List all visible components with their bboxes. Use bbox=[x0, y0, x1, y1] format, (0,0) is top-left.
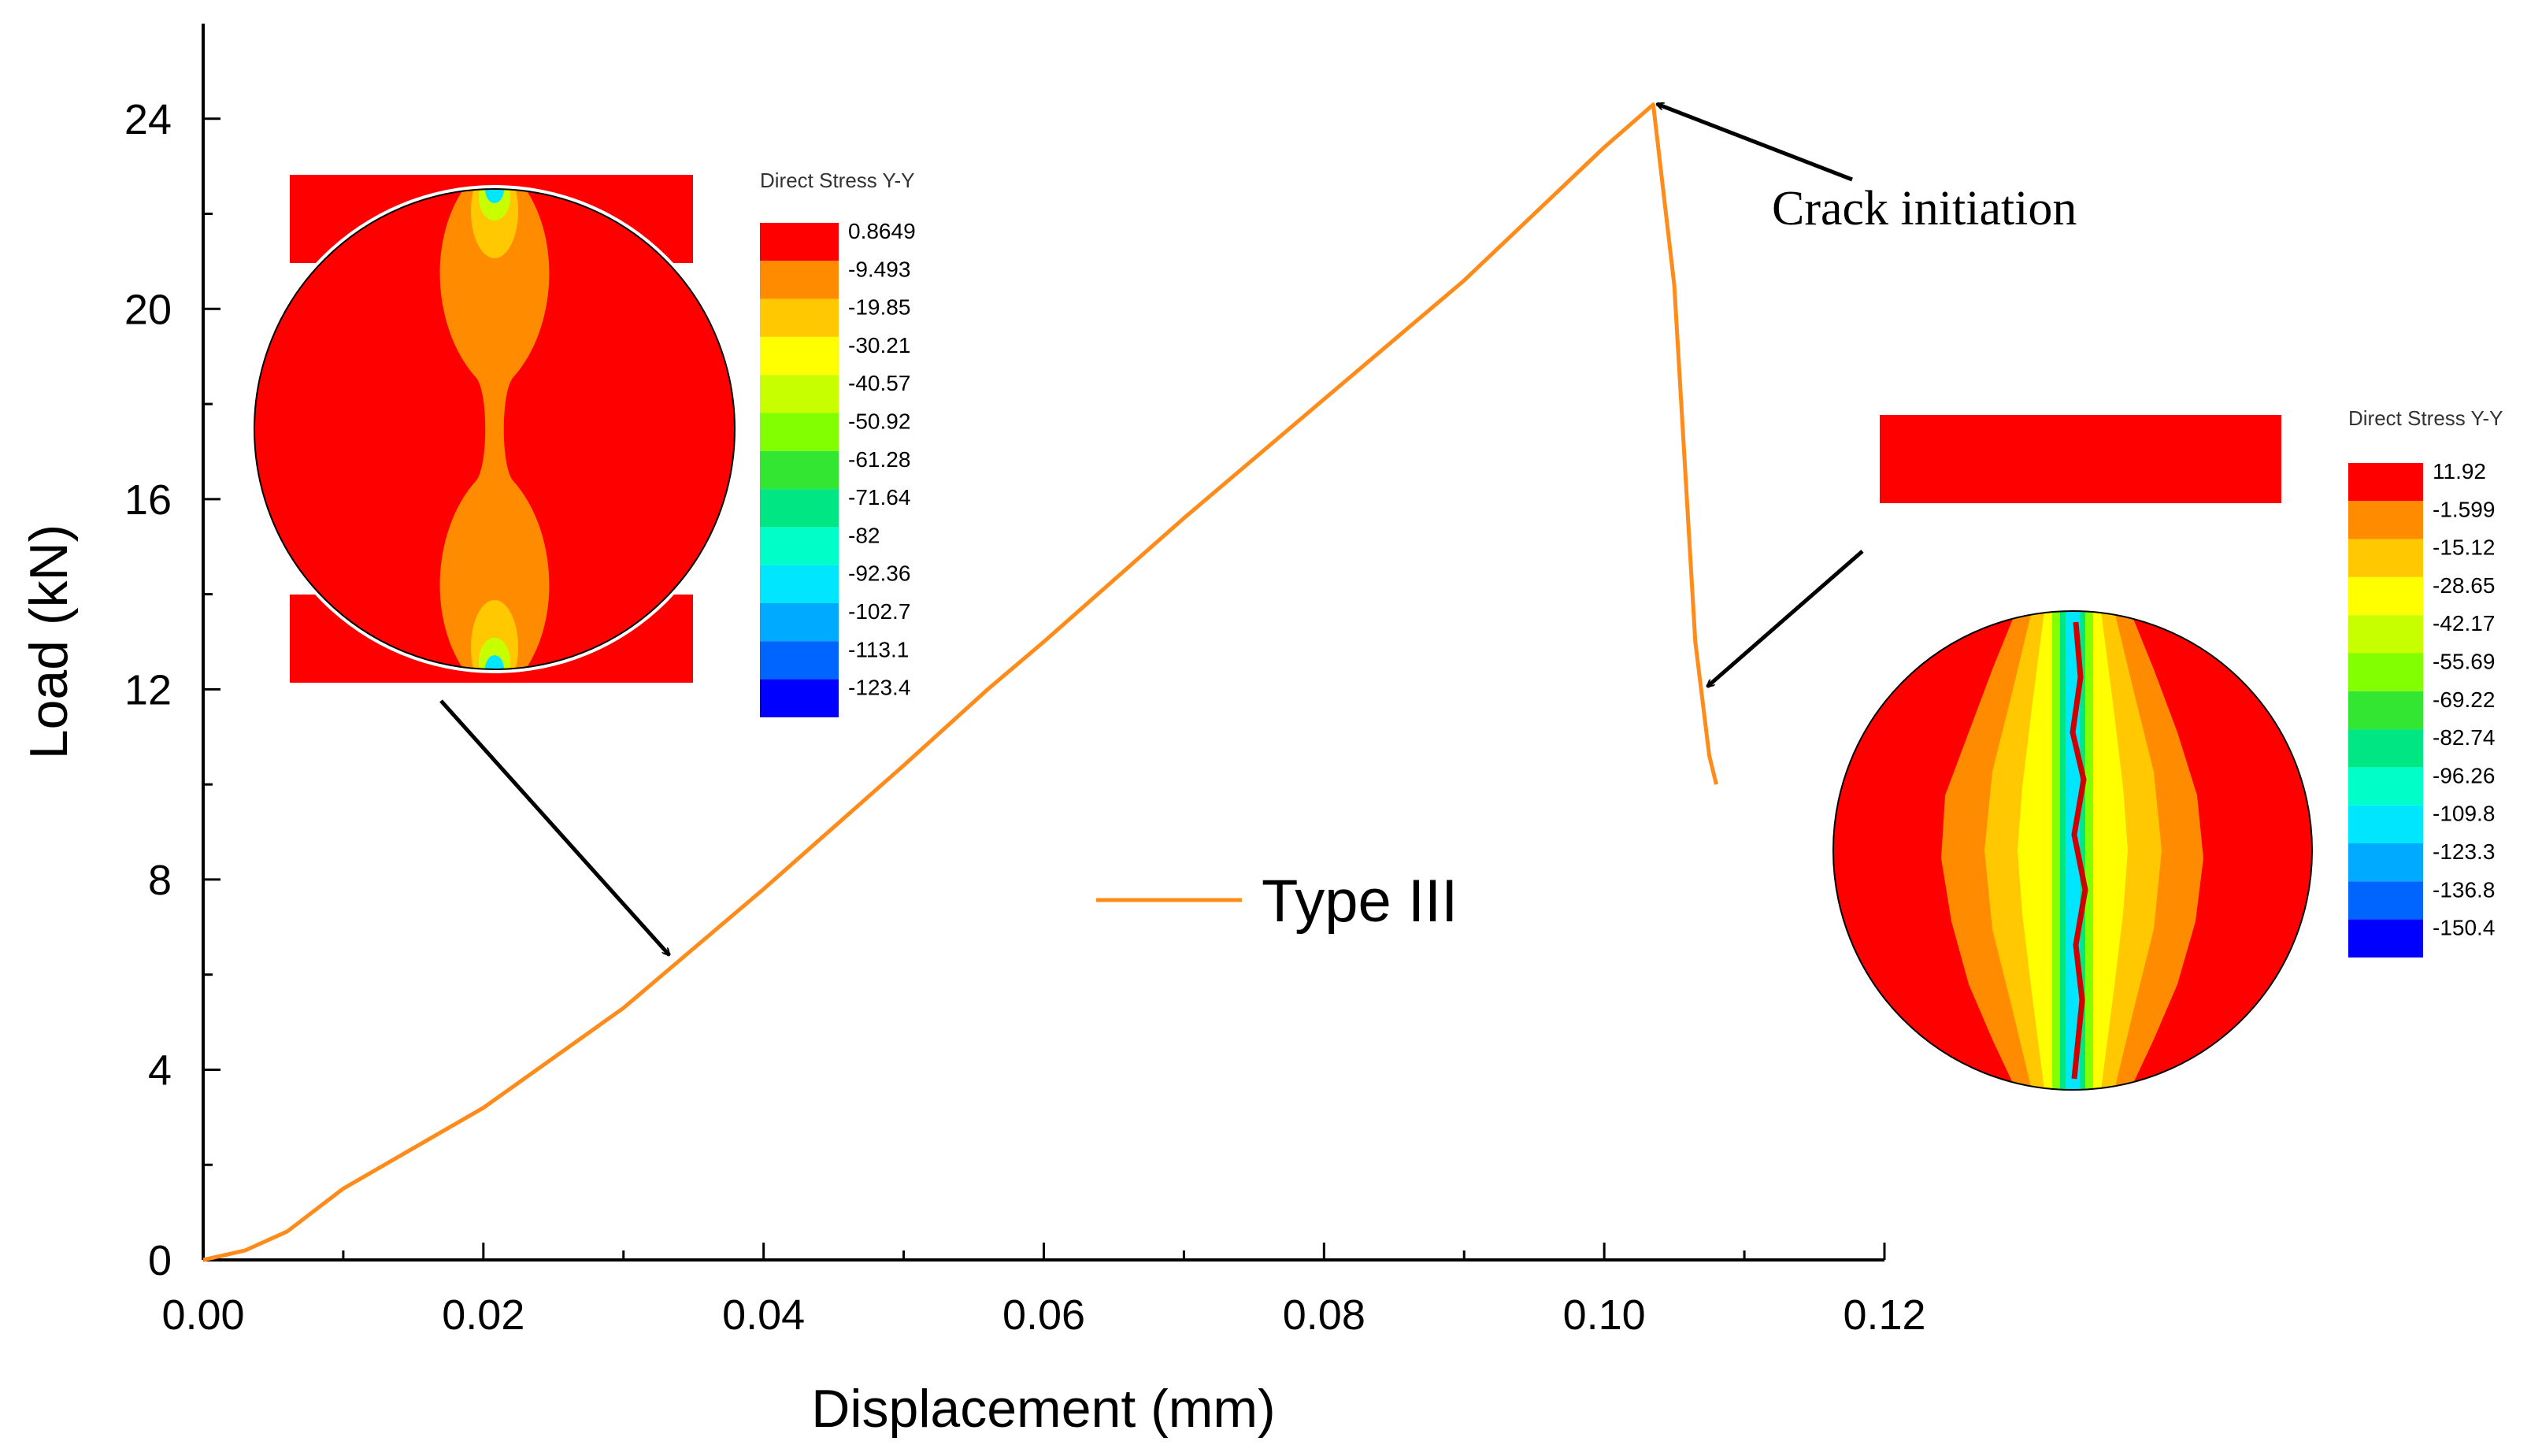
colorbar-swatch bbox=[760, 261, 839, 299]
x-axis-title: Displacement (mm) bbox=[811, 1379, 1275, 1439]
y-tick-label: 24 bbox=[124, 96, 172, 143]
colorbar-label: -71.64 bbox=[848, 485, 910, 509]
colorbar-label: -123.3 bbox=[2433, 839, 2495, 864]
colorbar-label: -136.8 bbox=[2433, 877, 2495, 902]
colorbar-swatch bbox=[2348, 767, 2423, 806]
colorbar-swatch bbox=[760, 223, 839, 261]
y-tick-label: 0 bbox=[148, 1237, 172, 1284]
inset-left-outline bbox=[254, 188, 736, 670]
colorbar-label: -69.22 bbox=[2433, 687, 2495, 712]
colorbar-swatch bbox=[2348, 501, 2423, 539]
colorbar-swatch bbox=[760, 413, 839, 451]
colorbar-label: -1.599 bbox=[2433, 497, 2495, 521]
colorbar-swatch bbox=[760, 641, 839, 680]
colorbar-label: -113.1 bbox=[848, 637, 909, 661]
colorbar-swatch bbox=[2348, 653, 2423, 691]
inset-left-top-cyan bbox=[485, 189, 504, 203]
colorbar-label: -50.92 bbox=[848, 409, 910, 434]
stress-contour-inset-right: Direct Stress Y-Y 11.92 -1.599 -15.12 -28.6… bbox=[1829, 406, 2503, 1094]
colorbar-label: -123.4 bbox=[848, 676, 910, 700]
x-tick-label: 0.04 bbox=[722, 1291, 805, 1339]
inset-right-loading-plate-top bbox=[1880, 415, 2281, 503]
y-axis-title: Load (kN) bbox=[19, 524, 79, 760]
colorbar-swatch bbox=[2348, 805, 2423, 843]
colorbar-swatch bbox=[760, 336, 839, 376]
colorbar-swatch bbox=[760, 565, 839, 603]
colorbar-label: 11.92 bbox=[2433, 459, 2486, 483]
colorbar-swatch bbox=[2348, 691, 2423, 730]
colorbar-swatch bbox=[760, 298, 839, 337]
colorbar-swatch bbox=[760, 450, 839, 490]
colorbar-label: -40.57 bbox=[848, 371, 910, 395]
colorbar-label: -82.74 bbox=[2433, 725, 2495, 750]
colorbar-label: -9.493 bbox=[848, 257, 910, 281]
colorbar-swatch bbox=[2348, 729, 2423, 768]
axes: 0.00 0.02 0.04 0.06 0.08 0.10 0.12 0 4 8 12 16 20 24… bbox=[19, 24, 1926, 1439]
y-tick-label: 4 bbox=[148, 1047, 172, 1094]
inset-right-colorbar-title: Direct Stress Y-Y bbox=[2348, 406, 2503, 430]
colorbar-label: -102.7 bbox=[848, 599, 910, 624]
colorbar-label: -42.17 bbox=[2433, 611, 2495, 635]
inset-left-bottom-cyan bbox=[485, 655, 504, 669]
crack-initiation-label: Crack initiation bbox=[1772, 182, 2077, 235]
colorbar-swatch bbox=[2348, 463, 2423, 502]
colorbar-swatch bbox=[2348, 576, 2423, 616]
series-layer bbox=[202, 102, 1718, 1262]
colorbar-swatch bbox=[760, 375, 839, 413]
y-tick-label: 12 bbox=[124, 666, 172, 713]
colorbar-swatch bbox=[2348, 843, 2423, 882]
inset-left-arrow bbox=[439, 699, 669, 955]
x-tick-label: 0.06 bbox=[1002, 1291, 1085, 1339]
y-tick-label: 16 bbox=[124, 476, 172, 524]
y-ticks: 0 4 8 12 16 20 24 bbox=[124, 96, 220, 1284]
inset-right-colorbar: 11.92 -1.599 -15.12 -28.65 -42.17 -55.69 -69.2… bbox=[2348, 459, 2495, 958]
inset-right-crack bbox=[2070, 621, 2088, 1080]
inset-right-arrow bbox=[1707, 550, 1864, 687]
inset-left-colorbar: 0.8649 -9.493 -19.85 -30.21 -40.57 -50.92 -61.… bbox=[760, 219, 916, 717]
colorbar-swatch bbox=[2348, 881, 2423, 920]
colorbar-label: 0.8649 bbox=[848, 219, 916, 243]
colorbar-label: -15.12 bbox=[2433, 535, 2495, 560]
stress-contour-inset-left: Direct Stress Y-Y 0.8649 -9.493 -19.85 -30.… bbox=[250, 169, 916, 717]
colorbar-swatch bbox=[2348, 539, 2423, 577]
colorbar-label: -19.85 bbox=[848, 295, 910, 320]
legend-label-type-iii: Type III bbox=[1262, 868, 1458, 935]
inset-left-colorbar-title: Direct Stress Y-Y bbox=[760, 169, 915, 192]
crack-initiation-arrow bbox=[1657, 104, 1853, 182]
colorbar-swatch bbox=[760, 527, 839, 565]
crack-initiation-annotation: Crack initiation bbox=[1657, 104, 2077, 235]
series-line-type-iii bbox=[202, 102, 1718, 1262]
colorbar-label: -109.8 bbox=[2433, 802, 2495, 826]
legend: Type III bbox=[1096, 868, 1458, 935]
x-ticks: 0.00 0.02 0.04 0.06 0.08 0.10 0.12 bbox=[161, 1243, 1926, 1339]
colorbar-label: -92.36 bbox=[848, 561, 910, 586]
inset-left-compression-band bbox=[439, 189, 550, 669]
colorbar-swatch bbox=[760, 679, 839, 717]
colorbar-label: -96.26 bbox=[2433, 763, 2495, 787]
x-tick-label: 0.10 bbox=[1563, 1291, 1646, 1339]
y-tick-label: 8 bbox=[148, 857, 172, 904]
colorbar-label: -82 bbox=[848, 523, 880, 547]
colorbar-label: -55.69 bbox=[2433, 650, 2495, 674]
colorbar-swatch bbox=[760, 603, 839, 642]
colorbar-swatch bbox=[760, 489, 839, 528]
colorbar-label: -61.28 bbox=[848, 447, 910, 472]
colorbar-swatch bbox=[2348, 919, 2423, 958]
x-tick-label: 0.12 bbox=[1843, 1291, 1925, 1339]
colorbar-label: -150.4 bbox=[2433, 916, 2495, 940]
inset-right-outline bbox=[1832, 610, 2313, 1091]
colorbar-label: -28.65 bbox=[2433, 573, 2495, 598]
colorbar-swatch bbox=[2348, 615, 2423, 654]
y-tick-label: 20 bbox=[124, 286, 172, 333]
x-tick-label: 0.00 bbox=[161, 1291, 244, 1339]
colorbar-label: -30.21 bbox=[848, 333, 910, 358]
x-tick-label: 0.02 bbox=[442, 1291, 524, 1339]
x-tick-label: 0.08 bbox=[1283, 1291, 1365, 1339]
